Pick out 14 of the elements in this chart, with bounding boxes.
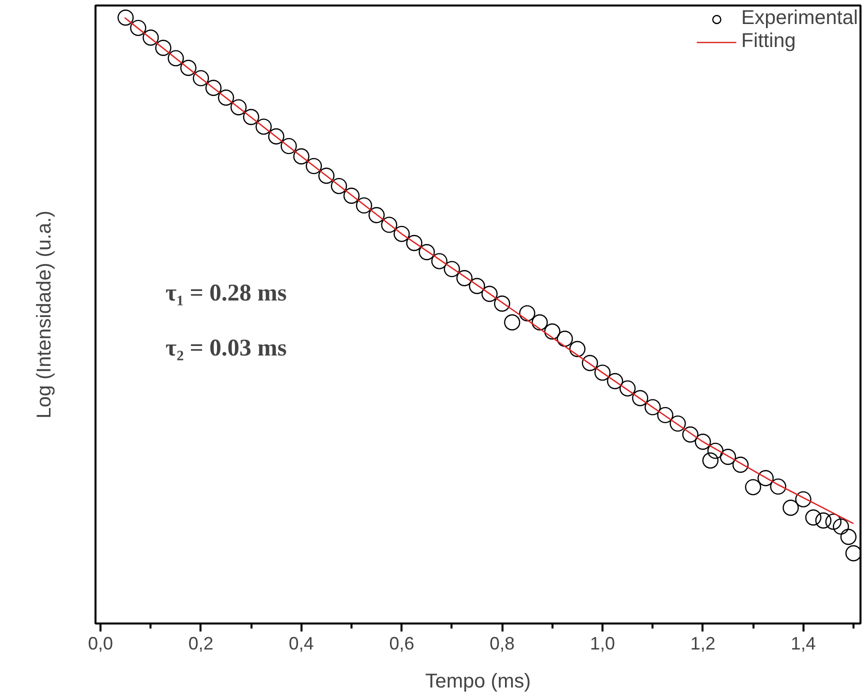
y-axis-title: Log (Intensidade) (u.a.) [34,210,56,418]
x-tick-label: 1,0 [590,634,616,654]
annotation: τ₁ = 0.28 ms [166,280,287,306]
legend-label: Fitting [741,30,796,53]
x-tick-label: 0,0 [88,634,114,654]
x-tick-label: 1,2 [690,634,716,654]
x-axis-title: Tempo (ms) [425,670,531,692]
x-tick-label: 0,6 [389,634,414,654]
annotation: τ₂ = 0.03 ms [166,336,287,362]
legend-label: Experimental [741,7,858,30]
x-tick-label: 0,2 [188,634,214,654]
x-tick-label: 0,8 [490,634,515,654]
x-tick-label: 1,4 [790,634,816,654]
x-tick-label: 0,4 [288,634,314,654]
